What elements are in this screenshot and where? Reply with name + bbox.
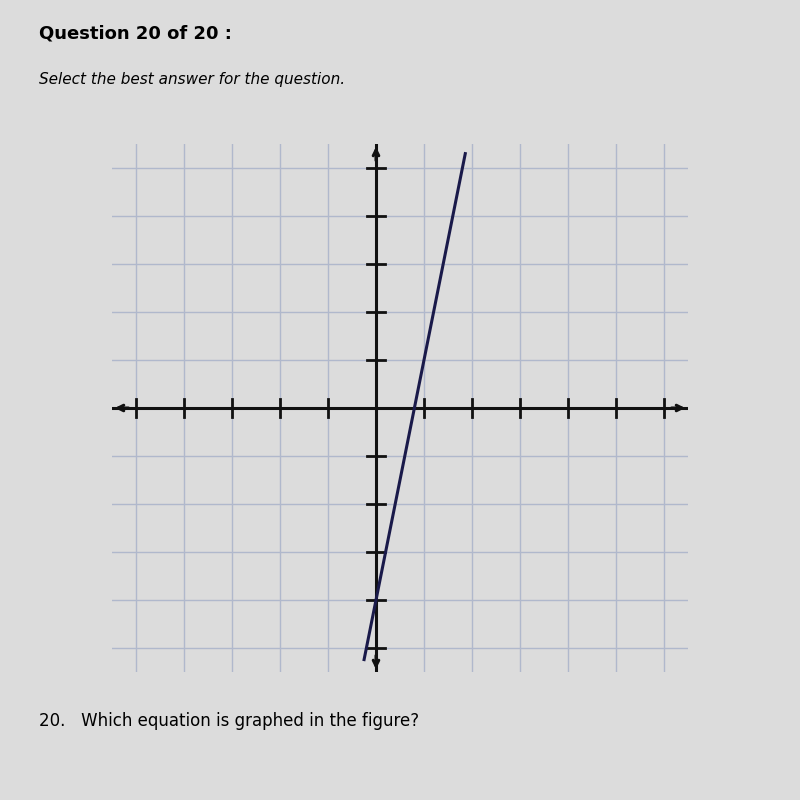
Text: Select the best answer for the question.: Select the best answer for the question. bbox=[39, 72, 345, 87]
Text: Question 20 of 20 :: Question 20 of 20 : bbox=[39, 25, 232, 43]
Text: 20.   Which equation is graphed in the figure?: 20. Which equation is graphed in the fig… bbox=[39, 712, 419, 730]
